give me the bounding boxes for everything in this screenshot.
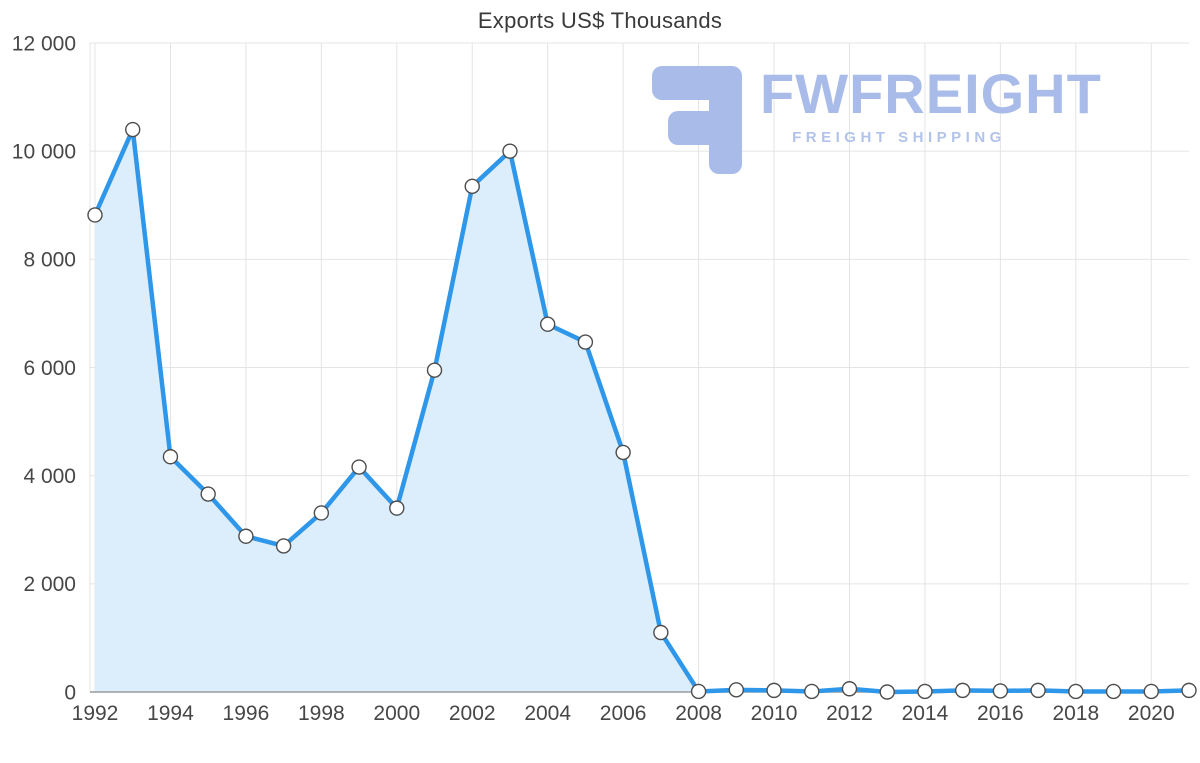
data-point[interactable] [804,683,820,700]
x-tick-label: 2020 [1128,702,1175,725]
y-tick-label: 10 000 [12,141,76,164]
data-point[interactable] [992,683,1009,699]
data-point[interactable] [615,444,631,461]
data-point[interactable] [766,682,782,699]
area-fill [95,129,1189,693]
data-point[interactable] [1105,683,1122,700]
data-point[interactable] [162,449,179,465]
data-point[interactable] [351,459,367,475]
data-point[interactable] [841,681,858,697]
data-point[interactable] [426,362,443,378]
x-tick-label: 2010 [751,702,798,725]
data-point[interactable] [954,682,971,699]
data-point[interactable] [125,121,141,138]
data-point[interactable] [917,683,933,700]
x-tick-label: 2016 [977,702,1024,725]
data-point[interactable] [879,684,895,700]
data-point[interactable] [1181,682,1197,699]
x-tick-label: 1998 [298,702,345,725]
data-point[interactable] [87,207,103,223]
x-tick-label: 1992 [72,702,119,725]
data-point[interactable] [275,538,292,554]
x-tick-label: 1994 [147,702,194,725]
data-point[interactable] [464,178,480,195]
data-point[interactable] [728,682,745,698]
x-tick-label: 2004 [524,702,571,725]
brand-watermark: FWFREIGHT FREIGHT SHIPPING [648,66,1102,174]
chart-title: Exports US$ Thousands [477,8,723,33]
data-point[interactable] [1030,682,1046,699]
x-tick-label: 2000 [373,702,420,725]
data-point[interactable] [389,500,405,516]
y-tick-label: 0 [64,681,76,704]
x-tick-label: 2012 [826,702,873,725]
x-tick-label: 2018 [1052,702,1099,725]
y-tick-label: 12 000 [12,32,76,55]
data-point[interactable] [690,683,707,700]
data-point[interactable] [200,486,216,502]
brand-logo-icon [652,66,742,174]
data-point[interactable] [502,143,518,159]
brand-name: FWFREIGHT [760,62,1102,125]
y-tick-label: 8 000 [23,249,76,272]
y-tick-label: 6 000 [23,357,76,380]
brand-text: FWFREIGHT FREIGHT SHIPPING [760,62,1102,147]
data-point[interactable] [539,316,556,332]
x-tick-label: 2002 [449,702,496,725]
x-tick-label: 2008 [675,702,722,725]
data-point[interactable] [238,528,254,544]
data-point[interactable] [577,334,594,350]
x-tick-label: 1996 [223,702,270,725]
x-tick-label: 2014 [902,702,949,725]
y-tick-label: 2 000 [23,573,76,596]
data-point[interactable] [313,505,330,521]
data-point[interactable] [1143,683,1159,700]
data-points [87,121,1197,700]
data-point[interactable] [653,624,669,641]
data-point[interactable] [1068,683,1084,700]
x-tick-label: 2006 [600,702,647,725]
brand-tagline: FREIGHT SHIPPING [792,129,1006,146]
y-tick-label: 4 000 [23,465,76,488]
